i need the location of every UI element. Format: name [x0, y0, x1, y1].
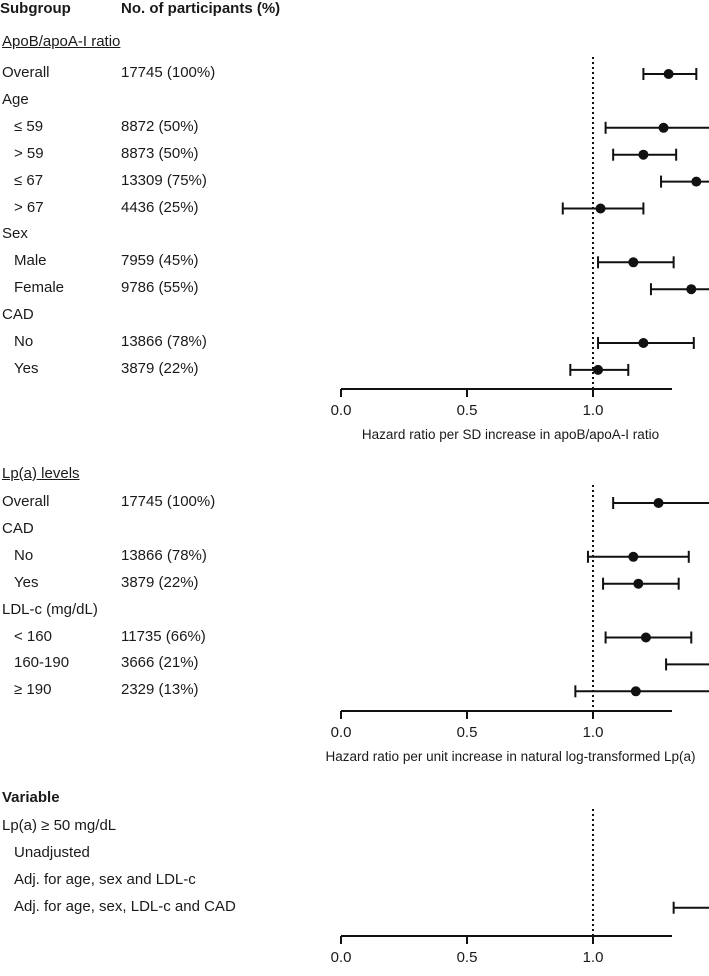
point-estimate [628, 551, 639, 562]
participants-value: 13866 (78%) [121, 546, 207, 564]
lpa50-tick-label: 0.5 [457, 949, 478, 966]
participants-value: 3879 (22%) [121, 359, 199, 377]
apob-section-heading: ApoB/apoA-I ratio [2, 33, 121, 50]
row-label: No [14, 546, 34, 564]
row-label: Yes [14, 573, 39, 591]
participants-value: 4436 (25%) [121, 198, 199, 216]
lpa50-x-axis-label: Hazard ratio [474, 974, 548, 976]
lpa-tick-label: 1.0 [583, 724, 604, 741]
group-header-label: Age [2, 90, 29, 108]
group-header-label: CAD [2, 306, 34, 324]
apob-tick-label: 0.0 [331, 402, 352, 419]
row-label: ≤ 59 [14, 117, 44, 135]
point-estimate [686, 284, 697, 295]
participants-value: 3879 (22%) [121, 573, 199, 591]
participants-value: 2329 (13%) [121, 681, 199, 699]
point-estimate [595, 203, 606, 214]
group-header-label: Lp(a) ≥ 50 mg/dL [2, 817, 117, 834]
point-estimate [633, 578, 644, 589]
point-estimate [658, 122, 669, 133]
row-label: ≤ 67 [14, 171, 44, 189]
group-header-label: LDL-c (mg/dL) [2, 600, 98, 618]
participants-value: 7959 (45%) [121, 252, 199, 270]
lpa-section-heading: Lp(a) levels [2, 465, 80, 482]
participants-value: 13309 (75%) [121, 171, 207, 189]
row-label: Adj. for age, sex and LDL-c [14, 870, 196, 888]
row-label: > 59 [14, 144, 44, 162]
participants-value: 17745 (100%) [121, 64, 216, 81]
participants-heading: No. of participants (%) [121, 0, 281, 17]
apob-tick-label: 1.0 [583, 402, 604, 419]
point-estimate [638, 149, 649, 160]
row-label: < 160 [14, 627, 52, 645]
point-estimate [638, 338, 649, 348]
row-label: Overall [2, 493, 50, 510]
apob-x-axis-label: Hazard ratio per SD increase in apoB/apo… [362, 427, 659, 442]
subgroup-heading: Subgroup [0, 0, 71, 17]
row-label: Male [14, 252, 47, 270]
participants-value: 9786 (55%) [121, 279, 199, 297]
row-label: Adj. for age, sex, LDL-c and CAD [14, 897, 236, 915]
row-label: 160-190 [14, 654, 70, 672]
lpa-tick-label: 0.0 [331, 724, 352, 741]
row-label: ≥ 190 [14, 681, 52, 699]
point-estimate [640, 632, 651, 643]
point-estimate [628, 257, 639, 268]
lpa-x-axis-label: Hazard ratio per unit increase in natura… [326, 749, 696, 764]
point-estimate [630, 686, 641, 697]
point-estimate [691, 176, 702, 187]
lpa50-tick-label: 0.0 [331, 949, 352, 966]
participants-value: 13866 (78%) [121, 333, 207, 350]
row-label: Yes [14, 359, 39, 377]
lpa50-tick-label: 1.0 [583, 949, 604, 966]
row-label: Overall [2, 64, 50, 81]
lpa-tick-label: 0.5 [457, 724, 478, 741]
participants-value: 11735 (66%) [121, 627, 206, 645]
group-header-label: CAD [2, 519, 34, 537]
row-label: Female [14, 279, 65, 297]
apob-tick-label: 0.5 [457, 402, 478, 419]
point-estimate [653, 498, 664, 508]
row-label: No [14, 333, 34, 350]
participants-value: 8873 (50%) [121, 144, 199, 162]
variable-heading: Variable [2, 789, 60, 806]
participants-value: 17745 (100%) [121, 493, 216, 510]
point-estimate [663, 69, 674, 79]
participants-value: 8872 (50%) [121, 117, 199, 135]
row-label: > 67 [14, 198, 44, 216]
group-header-label: Sex [2, 225, 28, 243]
point-estimate [593, 364, 604, 375]
row-label: Unadjusted [14, 843, 90, 861]
participants-value: 3666 (21%) [121, 654, 199, 672]
